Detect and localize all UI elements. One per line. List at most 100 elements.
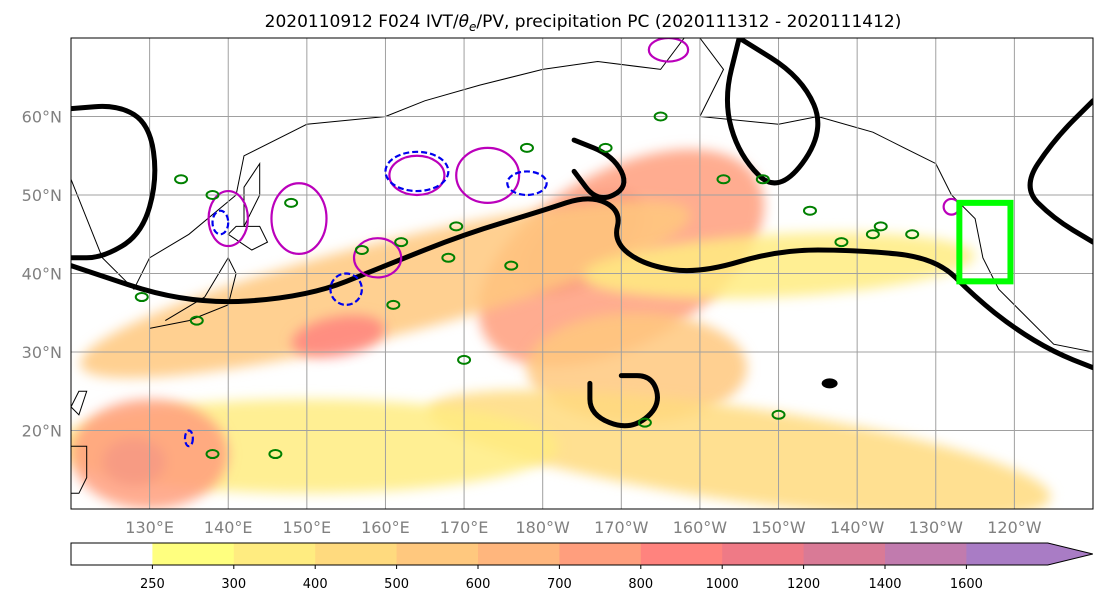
x-tick-label: 160°E	[361, 518, 410, 537]
pv-contour	[1027, 98, 1093, 245]
colorbar-tick-label: 500	[384, 577, 409, 592]
green-contour	[354, 244, 369, 255]
x-tick-label: 120°W	[987, 518, 1042, 537]
x-tick-label: 150°E	[283, 518, 332, 537]
theta-e-contour	[207, 189, 249, 248]
colorbar-tick-label: 250	[140, 577, 165, 592]
colorbar-tick-label: 400	[303, 577, 328, 592]
contour-layer	[71, 38, 1093, 460]
x-tick-label: 170°W	[594, 518, 649, 537]
green-contour	[205, 190, 220, 200]
green-contour	[268, 449, 283, 460]
ivt-shading-layer	[71, 149, 1051, 509]
y-tick-label: 60°N	[22, 108, 62, 127]
y-tick-label: 50°N	[22, 186, 62, 205]
pv-contour	[71, 103, 158, 261]
green-contour	[637, 417, 652, 428]
colorbar-segment	[803, 543, 886, 565]
colorbar-tick-label: 600	[466, 577, 491, 592]
x-tick-label: 160°W	[673, 518, 728, 537]
colorbar-tick-label: 1400	[868, 577, 901, 592]
coastline	[71, 445, 88, 494]
colorbar-segment	[478, 543, 560, 565]
y-tick-label: 20°N	[22, 422, 62, 441]
colorbar-segment	[640, 543, 723, 565]
colorbar-tick-label: 700	[547, 577, 572, 592]
green-contour	[504, 260, 519, 271]
colorbar-tick-label: 800	[628, 577, 653, 592]
theta-e-contour	[352, 237, 403, 279]
colorbar-segment	[233, 543, 316, 565]
x-tick-label: 130°W	[909, 518, 964, 537]
green-contour	[873, 221, 888, 232]
green-contour	[905, 229, 920, 240]
pv-negative-contour	[506, 170, 548, 197]
ivt-blob	[291, 315, 385, 358]
colorbar-segment	[966, 543, 1049, 565]
pv-contour	[724, 38, 821, 186]
green-contour	[598, 142, 613, 153]
green-contour	[134, 292, 149, 303]
y-tick-labels: 20°N 30°N 40°N 50°N 60°N	[22, 108, 62, 441]
colorbar-outline	[70, 542, 1093, 566]
coastline	[227, 225, 269, 251]
pv-negative-contour	[211, 209, 230, 236]
map-plot-area	[70, 37, 1094, 510]
y-tick-label: 40°N	[22, 265, 62, 284]
green-contour	[174, 174, 189, 185]
colorbar-segment	[885, 543, 967, 565]
x-tick-label: 140°E	[204, 518, 253, 537]
colorbar-tick-label: 1600	[950, 577, 983, 592]
theta-e-contour	[270, 182, 328, 255]
x-tick-label: 140°W	[830, 518, 885, 537]
ivt-blob	[427, 390, 1051, 509]
green-contour	[189, 315, 204, 326]
x-tick-label: 170°E	[440, 518, 489, 537]
x-tick-label: 150°W	[751, 518, 806, 537]
green-contour	[441, 252, 456, 263]
green-contour	[834, 237, 849, 248]
x-tick-label: 180°W	[516, 518, 571, 537]
colorbar-segment	[559, 543, 642, 565]
green-contour	[205, 449, 220, 460]
pv-contour	[71, 196, 1093, 371]
green-contour	[802, 205, 817, 216]
green-contour	[394, 237, 409, 248]
y-tick-label: 30°N	[22, 343, 62, 362]
coastline	[71, 390, 88, 416]
colorbar-segment	[152, 543, 235, 565]
green-contour	[386, 299, 401, 310]
pv-negative-contour	[183, 429, 194, 448]
gridlines	[71, 38, 1093, 509]
theta-e-contour	[388, 154, 446, 197]
green-contour	[457, 354, 472, 365]
pv-contour	[587, 373, 660, 429]
theta-e-contour	[455, 146, 521, 204]
precip-pc-box	[956, 199, 1014, 285]
green-contour	[519, 142, 534, 153]
x-tick-labels: 130°E 140°E 150°E 160°E 170°E 180°W 170°W 160°W…	[125, 518, 1041, 537]
green-contour	[653, 111, 668, 122]
green-contour	[771, 409, 786, 420]
colorbar: 250 300 400 500 600 700 800 1000 1200 1400 1600	[70, 542, 1093, 592]
colorbar-tick-label: 1000	[706, 577, 739, 592]
colorbar-segment	[722, 543, 805, 565]
green-contour	[449, 221, 464, 232]
green-contour	[284, 197, 299, 208]
colorbar-segment	[71, 543, 153, 565]
theta-e-contour	[647, 38, 690, 63]
pv-blob	[821, 378, 838, 389]
colorbar-tick-label: 300	[221, 577, 246, 592]
green-contour	[865, 229, 880, 240]
coastline	[699, 38, 1093, 353]
colorbar-segment	[396, 543, 479, 565]
colorbar-extend-arrow	[1047, 543, 1093, 565]
pv-contour	[571, 137, 627, 201]
colorbar-segment	[315, 543, 398, 565]
pv-negative-contour	[329, 272, 363, 306]
x-tick-label: 130°E	[125, 518, 174, 537]
colorbar-tick-label: 1200	[787, 577, 820, 592]
green-contour	[755, 174, 770, 185]
green-contour	[716, 174, 731, 185]
